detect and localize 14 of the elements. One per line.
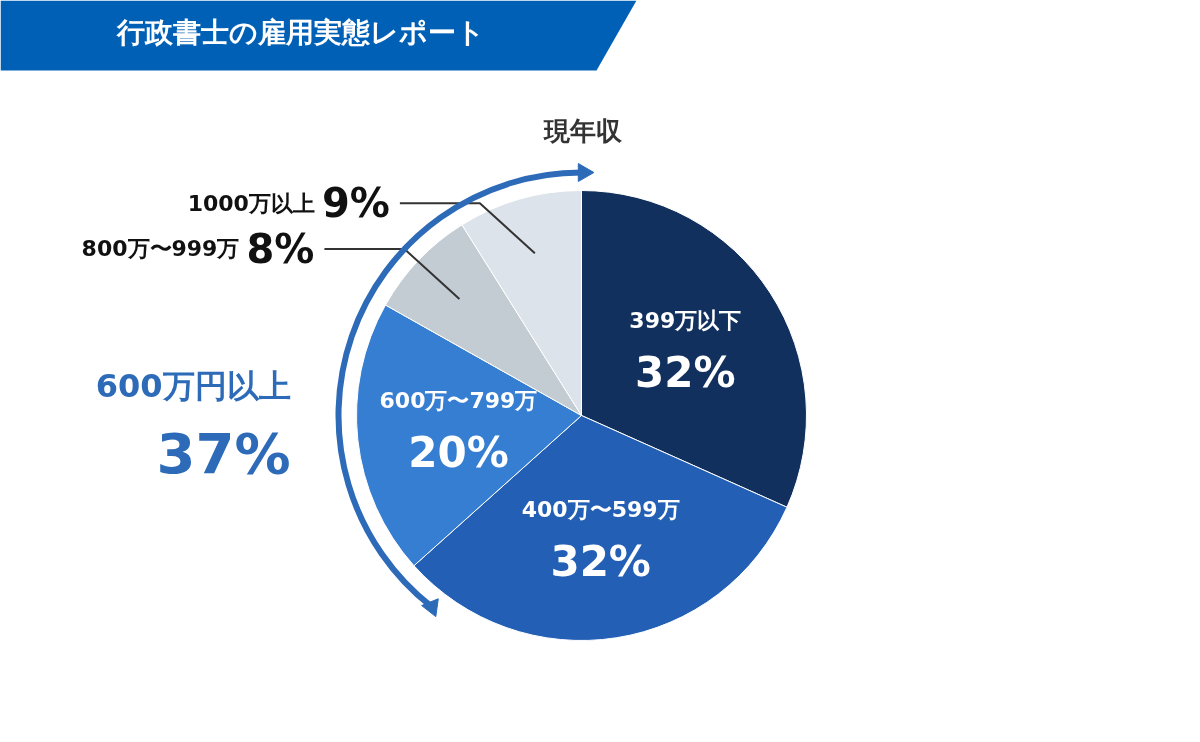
text: 600万円以上: [95, 366, 291, 405]
slice-label: 399万以下: [629, 307, 742, 333]
data-label: 9%: [321, 180, 390, 227]
data-label: 8%: [246, 225, 315, 272]
slice-label: 600万〜799万: [379, 388, 538, 414]
data-label: 32%: [635, 347, 736, 397]
slice-label: 400万〜599万: [521, 497, 680, 523]
data-label: 32%: [550, 537, 651, 587]
slice-label: 800万〜999万: [81, 236, 240, 262]
data-label: 20%: [408, 428, 509, 478]
chart-subtitle: 現年収: [542, 115, 623, 146]
text: 37%: [156, 421, 291, 486]
chart-title: 行政書士の雇用実態レポート: [115, 16, 485, 49]
slice-label: 1000万以上: [187, 190, 315, 216]
